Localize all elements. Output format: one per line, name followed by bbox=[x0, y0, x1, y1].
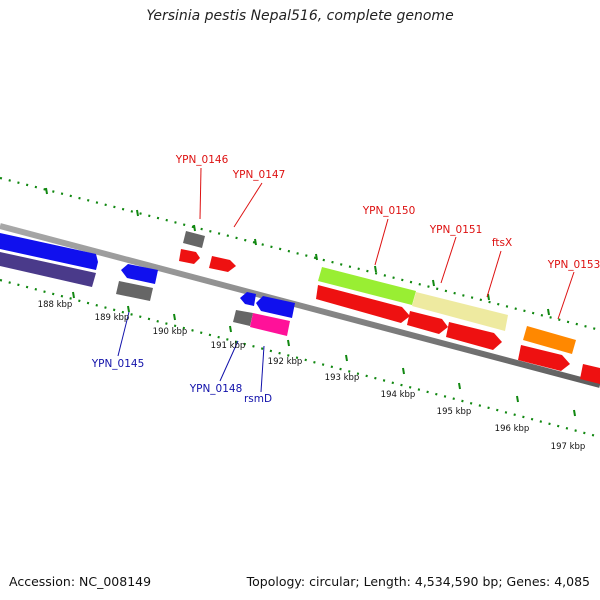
inner-major-tick bbox=[287, 339, 290, 347]
gene-arrow-ypn-0150[interactable] bbox=[318, 267, 416, 305]
outer-major-tick bbox=[193, 224, 196, 232]
outer-major-tick bbox=[315, 253, 318, 261]
scale-label-193: 193 kbp bbox=[325, 373, 360, 383]
leader-rsmd bbox=[260, 345, 265, 393]
scale-label-197: 197 kbp bbox=[551, 442, 586, 452]
gene-label-ypn-0151[interactable]: YPN_0151 bbox=[429, 224, 483, 236]
gene-arrow-ypn-0151[interactable] bbox=[412, 292, 508, 331]
outer-major-tick bbox=[136, 209, 139, 217]
outer-major-tick bbox=[487, 293, 490, 301]
leader-ypn-0150 bbox=[374, 218, 389, 266]
inner-major-tick bbox=[573, 409, 576, 417]
leader-ypn-0147 bbox=[233, 182, 263, 228]
gene-arrow[interactable] bbox=[240, 292, 256, 306]
accession-label: Accession: NC_008149 bbox=[9, 574, 152, 589]
outer-major-tick bbox=[45, 187, 48, 195]
gene-label-ypn-0145[interactable]: YPN_0145 bbox=[91, 358, 145, 370]
inner-major-tick bbox=[72, 291, 75, 299]
leader-ypn-0146 bbox=[199, 167, 202, 220]
map-title: Yersinia pestis Nepal516, complete genom… bbox=[146, 8, 454, 24]
leader-ypn-0145 bbox=[117, 311, 130, 357]
scale-label-191: 191 kbp bbox=[211, 341, 246, 351]
gene-arrow[interactable] bbox=[256, 296, 295, 318]
gene-arrow[interactable] bbox=[446, 322, 502, 350]
leader-lines bbox=[117, 167, 575, 393]
gene-arrow[interactable] bbox=[0, 233, 98, 270]
gene-arrow[interactable] bbox=[0, 252, 96, 287]
gene-arrow-ypn-0145[interactable] bbox=[116, 281, 153, 301]
gene-arrow-rsmd[interactable] bbox=[250, 313, 290, 336]
inner-major-tick bbox=[229, 325, 232, 333]
gene-arrow-ypn-0146[interactable] bbox=[179, 249, 200, 264]
scale-label-196: 196 kbp bbox=[495, 424, 530, 434]
genome-backbone bbox=[0, 223, 600, 388]
scale-label-194: 194 kbp bbox=[381, 390, 416, 400]
gene-label-ypn-0146[interactable]: YPN_0146 bbox=[175, 154, 229, 166]
scale-label-190: 190 kbp bbox=[153, 327, 188, 337]
gene-arrow[interactable] bbox=[580, 364, 600, 384]
gene-labels: YPN_0146 YPN_0147 YPN_0150 YPN_0151 ftsX… bbox=[91, 154, 600, 405]
gene-arrow[interactable] bbox=[121, 264, 158, 284]
outer-major-ticks bbox=[45, 187, 550, 316]
inner-major-tick bbox=[402, 367, 405, 375]
leader-ftsx bbox=[486, 250, 502, 298]
gene-label-ypn-0150[interactable]: YPN_0150 bbox=[362, 205, 416, 217]
inner-major-tick bbox=[345, 354, 348, 362]
reverse-genes bbox=[0, 252, 295, 336]
scale-label-189: 189 kbp bbox=[95, 313, 130, 323]
inner-major-tick bbox=[516, 395, 519, 403]
gene-label-ftsx[interactable]: ftsX bbox=[492, 237, 512, 249]
outer-major-tick bbox=[432, 279, 435, 287]
gene-arrow-ypn-0148[interactable] bbox=[233, 310, 253, 326]
inner-major-ticks bbox=[72, 291, 576, 417]
scale-label-192: 192 kbp bbox=[268, 357, 303, 367]
inner-major-tick bbox=[173, 313, 176, 321]
gene-arrow[interactable] bbox=[316, 285, 410, 323]
gene-arrow-ypn-0147[interactable] bbox=[209, 256, 236, 272]
gene-label-rsmd[interactable]: rsmD bbox=[244, 393, 272, 405]
scale-labels: 188 kbp 189 kbp 190 kbp 191 kbp 192 kbp … bbox=[38, 300, 586, 452]
scale-label-195: 195 kbp bbox=[437, 407, 472, 417]
genome-summary: Topology: circular; Length: 4,534,590 bp… bbox=[246, 574, 590, 589]
outer-major-tick bbox=[374, 265, 377, 273]
leader-ypn-0151 bbox=[440, 236, 457, 284]
forward-genes-lower bbox=[316, 285, 600, 384]
outer-major-tick bbox=[547, 308, 550, 316]
gene-label-ypn-0148[interactable]: YPN_0148 bbox=[189, 383, 243, 395]
gene-arrow[interactable] bbox=[518, 345, 570, 371]
gene-label-ypn-0153[interactable]: YPN_0153 bbox=[547, 259, 600, 271]
inner-major-tick bbox=[458, 382, 461, 390]
gene-arrow-upper-grey[interactable] bbox=[183, 231, 205, 248]
forward-genes bbox=[0, 231, 576, 354]
inner-major-tick bbox=[127, 305, 130, 313]
outer-major-tick bbox=[254, 238, 257, 246]
gene-arrow[interactable] bbox=[407, 311, 448, 334]
leader-ypn-0153 bbox=[557, 271, 575, 320]
gene-arrow-ypn-0153[interactable] bbox=[523, 326, 576, 354]
leader-ypn-0148 bbox=[219, 340, 239, 382]
gene-label-ypn-0147[interactable]: YPN_0147 bbox=[232, 169, 286, 181]
scale-label-188: 188 kbp bbox=[38, 300, 73, 310]
